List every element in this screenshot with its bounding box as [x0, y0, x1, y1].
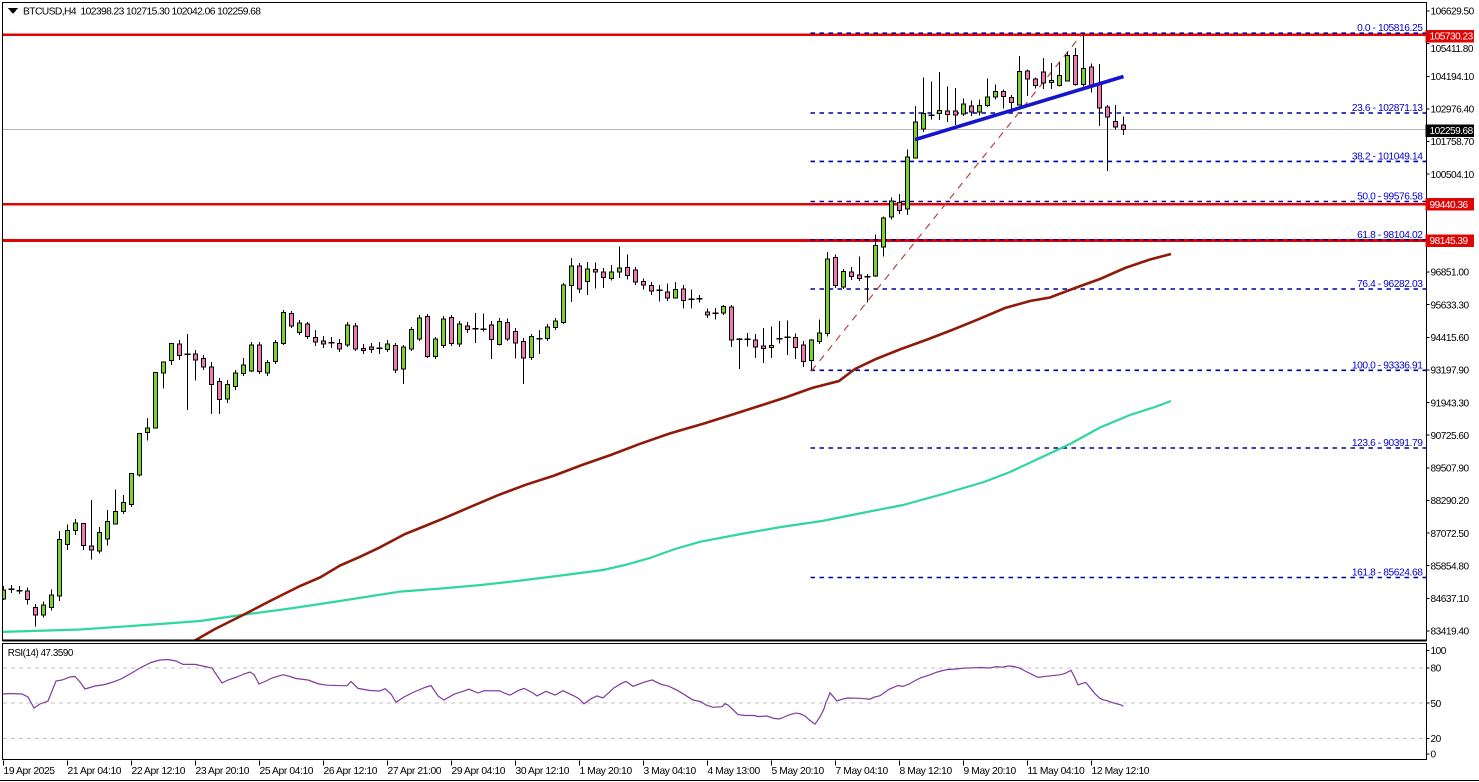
- svg-text:22 Apr 12:10: 22 Apr 12:10: [132, 766, 186, 777]
- svg-text:80: 80: [1431, 664, 1442, 675]
- svg-text:161.8 - 85624.68: 161.8 - 85624.68: [1352, 568, 1423, 579]
- svg-text:1 May 20:10: 1 May 20:10: [580, 766, 633, 777]
- svg-text:90725.60: 90725.60: [1431, 431, 1470, 442]
- svg-text:9 May 20:10: 9 May 20:10: [964, 766, 1017, 777]
- svg-text:102976.40: 102976.40: [1431, 105, 1475, 116]
- svg-text:20: 20: [1431, 734, 1442, 745]
- svg-text:50.0 - 99576.58: 50.0 - 99576.58: [1357, 192, 1423, 203]
- svg-text:102259.68: 102259.68: [1430, 126, 1474, 137]
- svg-text:76.4 - 96282.03: 76.4 - 96282.03: [1357, 279, 1423, 290]
- svg-text:123.6 - 90391.79: 123.6 - 90391.79: [1352, 438, 1423, 449]
- svg-text:11 May 04:10: 11 May 04:10: [1028, 766, 1086, 777]
- svg-text:26 Apr 12:10: 26 Apr 12:10: [324, 766, 378, 777]
- svg-text:0: 0: [1431, 750, 1437, 761]
- svg-text:100: 100: [1431, 646, 1447, 657]
- svg-text:23 Apr 20:10: 23 Apr 20:10: [196, 766, 250, 777]
- svg-text:104194.10: 104194.10: [1431, 72, 1475, 83]
- svg-text:61.8 - 98104.02: 61.8 - 98104.02: [1357, 230, 1423, 241]
- svg-text:30 Apr 12:10: 30 Apr 12:10: [516, 766, 570, 777]
- svg-text:12 May 12:10: 12 May 12:10: [1092, 766, 1150, 777]
- svg-text:7 May 04:10: 7 May 04:10: [836, 766, 889, 777]
- svg-text:23.6 - 102871.13: 23.6 - 102871.13: [1352, 103, 1423, 114]
- svg-text:100504.10: 100504.10: [1431, 170, 1475, 181]
- svg-text:96851.00: 96851.00: [1431, 268, 1470, 279]
- svg-text:19 Apr 2025: 19 Apr 2025: [4, 766, 56, 777]
- svg-text:29 Apr 04:10: 29 Apr 04:10: [452, 766, 506, 777]
- svg-text:95633.30: 95633.30: [1431, 300, 1470, 311]
- svg-text:101758.70: 101758.70: [1431, 137, 1475, 148]
- svg-text:88290.20: 88290.20: [1431, 496, 1470, 507]
- svg-text:99440.36: 99440.36: [1430, 200, 1469, 211]
- svg-text:50: 50: [1431, 699, 1442, 710]
- svg-text:87072.50: 87072.50: [1431, 529, 1470, 540]
- svg-text:0.0 - 105816.25: 0.0 - 105816.25: [1357, 23, 1423, 34]
- svg-text:38.2 - 101049.14: 38.2 - 101049.14: [1352, 151, 1423, 162]
- svg-text:5 May 20:10: 5 May 20:10: [772, 766, 825, 777]
- svg-text:105730.23: 105730.23: [1430, 32, 1474, 43]
- svg-text:105411.80: 105411.80: [1431, 44, 1474, 55]
- svg-text:4 May 13:00: 4 May 13:00: [708, 766, 761, 777]
- svg-text:98145.39: 98145.39: [1430, 236, 1469, 247]
- svg-text:8 May 12:10: 8 May 12:10: [900, 766, 953, 777]
- svg-text:85854.80: 85854.80: [1431, 561, 1470, 572]
- svg-text:84637.10: 84637.10: [1431, 594, 1470, 605]
- svg-text:93197.90: 93197.90: [1431, 366, 1470, 377]
- svg-text:100.0 - 93336.91: 100.0 - 93336.91: [1352, 360, 1423, 371]
- svg-text:RSI(14) 47.3590: RSI(14) 47.3590: [8, 648, 74, 659]
- svg-text:89507.90: 89507.90: [1431, 464, 1470, 475]
- svg-text:3 May 04:10: 3 May 04:10: [644, 766, 697, 777]
- svg-text:91943.30: 91943.30: [1431, 398, 1470, 409]
- svg-text:94415.60: 94415.60: [1431, 333, 1470, 344]
- svg-text:83419.40: 83419.40: [1431, 627, 1470, 638]
- svg-text:21 Apr 04:10: 21 Apr 04:10: [68, 766, 122, 777]
- svg-text:27 Apr 21:00: 27 Apr 21:00: [388, 766, 442, 777]
- svg-text:25 Apr 04:10: 25 Apr 04:10: [260, 766, 314, 777]
- svg-text:BTCUSD,H4 102398.23 102715.30: BTCUSD,H4 102398.23 102715.30 102042.06 …: [23, 7, 261, 18]
- svg-text:106629.50: 106629.50: [1431, 7, 1475, 18]
